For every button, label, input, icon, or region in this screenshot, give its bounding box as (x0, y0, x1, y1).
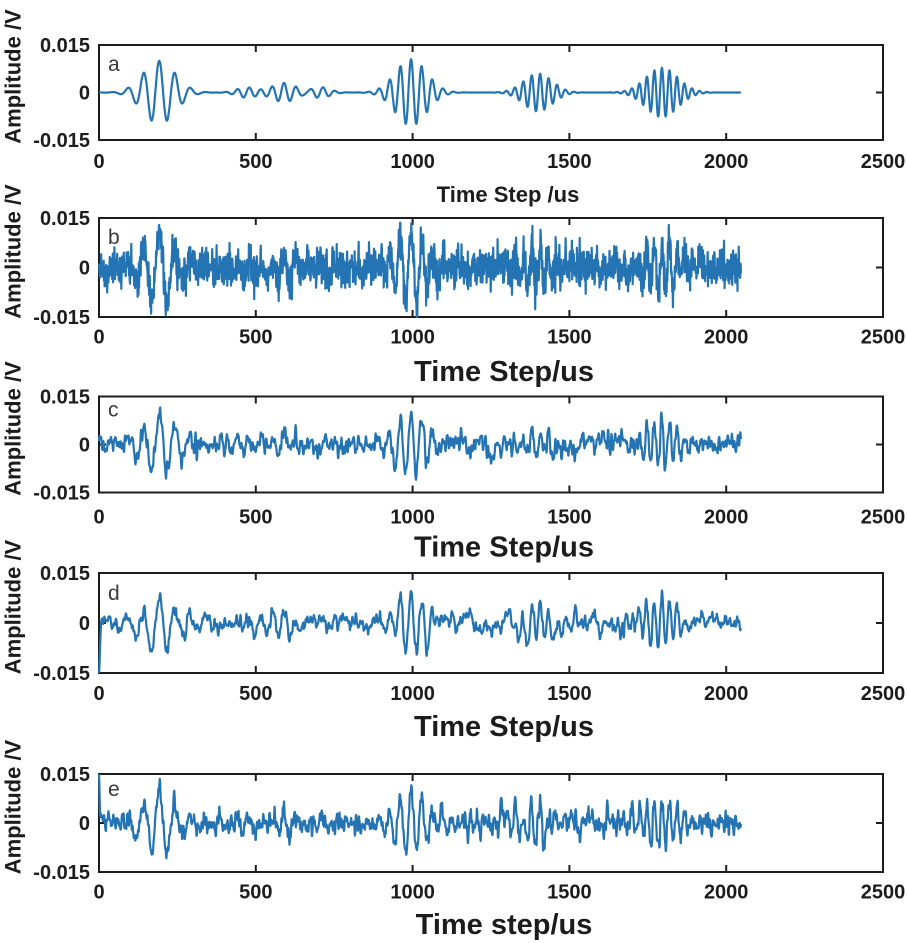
svg-text:500: 500 (239, 882, 272, 904)
svg-text:1500: 1500 (547, 683, 592, 705)
svg-text:Amplitude /V: Amplitude /V (1, 184, 26, 319)
svg-text:1000: 1000 (390, 327, 435, 349)
svg-text:Time Step/us: Time Step/us (414, 356, 594, 388)
svg-text:0.015: 0.015 (40, 563, 90, 585)
svg-text:Time Step/us: Time Step/us (414, 532, 594, 564)
svg-text:d: d (108, 582, 120, 605)
svg-text:Time step/us: Time step/us (416, 909, 593, 941)
svg-text:2000: 2000 (704, 683, 749, 705)
svg-text:Time Step/us: Time Step/us (414, 711, 594, 743)
svg-text:0: 0 (79, 83, 90, 105)
svg-text:1000: 1000 (390, 882, 435, 904)
svg-text:1000: 1000 (390, 507, 435, 529)
svg-text:500: 500 (239, 507, 272, 529)
svg-text:0: 0 (93, 507, 104, 529)
svg-text:-0.015: -0.015 (33, 663, 90, 685)
svg-text:2500: 2500 (861, 882, 906, 904)
svg-text:0.015: 0.015 (40, 764, 90, 786)
svg-text:1000: 1000 (390, 151, 435, 173)
svg-text:1500: 1500 (547, 507, 592, 529)
svg-text:2500: 2500 (861, 151, 906, 173)
svg-text:0.015: 0.015 (40, 35, 90, 57)
svg-text:0.015: 0.015 (40, 387, 90, 409)
svg-text:500: 500 (239, 683, 272, 705)
svg-text:Amplitude /V: Amplitude /V (1, 9, 26, 144)
svg-text:0: 0 (93, 151, 104, 173)
svg-text:2000: 2000 (704, 882, 749, 904)
svg-text:2000: 2000 (704, 151, 749, 173)
svg-text:b: b (108, 226, 120, 249)
svg-text:Time Step /us: Time Step /us (437, 182, 580, 207)
svg-text:a: a (108, 53, 120, 76)
svg-text:2000: 2000 (704, 507, 749, 529)
svg-text:2500: 2500 (861, 327, 906, 349)
svg-text:0: 0 (79, 813, 90, 835)
svg-text:1500: 1500 (547, 882, 592, 904)
svg-text:1500: 1500 (547, 151, 592, 173)
svg-text:e: e (108, 778, 120, 801)
svg-text:2500: 2500 (861, 683, 906, 705)
svg-text:0.015: 0.015 (40, 208, 90, 230)
svg-text:2500: 2500 (861, 507, 906, 529)
svg-text:1000: 1000 (390, 683, 435, 705)
svg-text:-0.015: -0.015 (33, 130, 90, 152)
svg-text:Amplitude /V: Amplitude /V (1, 539, 26, 674)
svg-text:c: c (108, 399, 119, 422)
svg-text:0: 0 (93, 683, 104, 705)
svg-text:0: 0 (79, 258, 90, 280)
svg-text:500: 500 (239, 151, 272, 173)
svg-text:Amplitude /V: Amplitude /V (1, 739, 26, 874)
svg-text:0: 0 (79, 435, 90, 457)
svg-text:500: 500 (239, 327, 272, 349)
svg-text:-0.015: -0.015 (33, 483, 90, 505)
svg-text:-0.015: -0.015 (33, 307, 90, 329)
svg-text:0: 0 (93, 882, 104, 904)
svg-text:0: 0 (93, 327, 104, 349)
svg-text:Amplitude /V: Amplitude /V (1, 361, 26, 496)
svg-text:0: 0 (79, 613, 90, 635)
svg-text:-0.015: -0.015 (33, 862, 90, 884)
svg-text:2000: 2000 (704, 327, 749, 349)
svg-text:1500: 1500 (547, 327, 592, 349)
